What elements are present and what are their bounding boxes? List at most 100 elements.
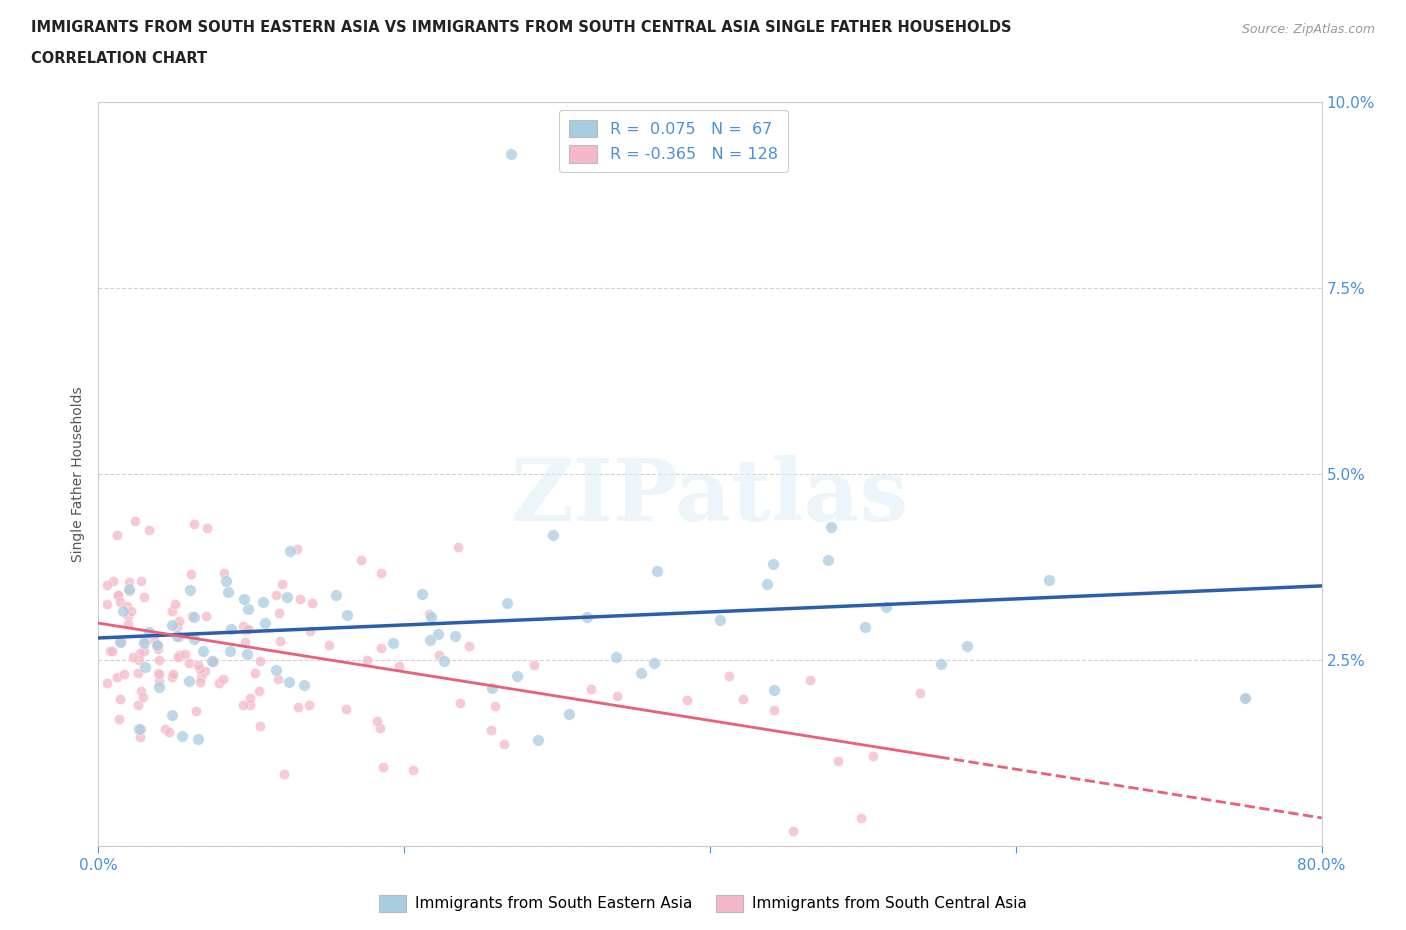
Legend: R =  0.075   N =  67, R = -0.365   N = 128: R = 0.075 N = 67, R = -0.365 N = 128 xyxy=(560,111,787,172)
Point xyxy=(371,759,394,774)
Point xyxy=(174,646,197,661)
Point xyxy=(160,604,183,618)
Point xyxy=(124,513,146,528)
Point xyxy=(195,521,218,536)
Point xyxy=(318,638,340,653)
Point xyxy=(575,610,598,625)
Point xyxy=(643,656,665,671)
Point xyxy=(128,730,150,745)
Point xyxy=(127,666,149,681)
Point xyxy=(162,666,184,681)
Point xyxy=(148,679,170,694)
Point xyxy=(187,658,209,672)
Point xyxy=(269,605,291,620)
Point xyxy=(449,696,471,711)
Point xyxy=(411,587,433,602)
Point xyxy=(820,519,842,534)
Point xyxy=(183,517,205,532)
Point xyxy=(105,670,128,684)
Point xyxy=(479,722,502,737)
Point xyxy=(382,635,405,650)
Point xyxy=(287,699,309,714)
Point xyxy=(1234,690,1257,705)
Point xyxy=(186,704,208,719)
Point xyxy=(179,583,201,598)
Point xyxy=(108,711,131,726)
Point xyxy=(201,655,224,670)
Point xyxy=(134,644,156,658)
Point xyxy=(249,719,271,734)
Point xyxy=(117,582,139,597)
Point xyxy=(273,767,295,782)
Point xyxy=(276,590,298,604)
Point xyxy=(910,686,932,701)
Point xyxy=(763,682,786,697)
Point xyxy=(527,732,550,747)
Point xyxy=(401,763,423,777)
Point xyxy=(211,671,233,686)
Point xyxy=(101,574,124,589)
Point xyxy=(129,684,152,698)
Point xyxy=(557,707,579,722)
Text: ZIPatlas: ZIPatlas xyxy=(510,455,910,538)
Point xyxy=(105,527,128,542)
Point xyxy=(931,657,953,671)
Point xyxy=(167,647,190,662)
Point xyxy=(287,541,309,556)
Point xyxy=(180,566,202,581)
Point xyxy=(219,621,242,636)
Point xyxy=(96,596,118,611)
Point xyxy=(356,653,378,668)
Point xyxy=(484,698,506,713)
Point xyxy=(166,650,188,665)
Point xyxy=(118,583,141,598)
Point xyxy=(264,587,287,602)
Point xyxy=(325,588,347,603)
Point xyxy=(630,666,652,681)
Point xyxy=(252,594,274,609)
Point xyxy=(215,574,238,589)
Point xyxy=(444,629,467,644)
Point xyxy=(579,682,602,697)
Point xyxy=(605,650,627,665)
Point xyxy=(875,599,897,614)
Point xyxy=(179,674,201,689)
Point xyxy=(177,656,200,671)
Point xyxy=(292,677,315,692)
Point xyxy=(245,666,267,681)
Point xyxy=(148,642,170,657)
Point xyxy=(138,625,160,640)
Point xyxy=(167,613,190,628)
Point xyxy=(955,638,977,653)
Point xyxy=(235,635,257,650)
Point xyxy=(110,635,132,650)
Point xyxy=(501,147,523,162)
Point xyxy=(112,667,135,682)
Point xyxy=(98,644,121,658)
Point xyxy=(849,811,872,826)
Point xyxy=(717,669,740,684)
Point xyxy=(202,654,225,669)
Point xyxy=(481,681,503,696)
Point xyxy=(782,824,804,839)
Point xyxy=(254,616,277,631)
Point xyxy=(219,644,242,658)
Point xyxy=(506,669,529,684)
Point xyxy=(160,708,183,723)
Point xyxy=(433,654,456,669)
Point xyxy=(201,653,224,668)
Point xyxy=(290,591,312,606)
Point xyxy=(1234,690,1257,705)
Point xyxy=(172,728,194,743)
Point xyxy=(145,638,167,653)
Point xyxy=(187,732,209,747)
Point xyxy=(494,737,516,751)
Point xyxy=(166,619,188,634)
Point xyxy=(132,689,155,704)
Point xyxy=(418,606,440,621)
Point xyxy=(266,671,288,686)
Point xyxy=(235,622,257,637)
Point xyxy=(763,702,786,717)
Point xyxy=(127,698,149,712)
Point xyxy=(134,659,156,674)
